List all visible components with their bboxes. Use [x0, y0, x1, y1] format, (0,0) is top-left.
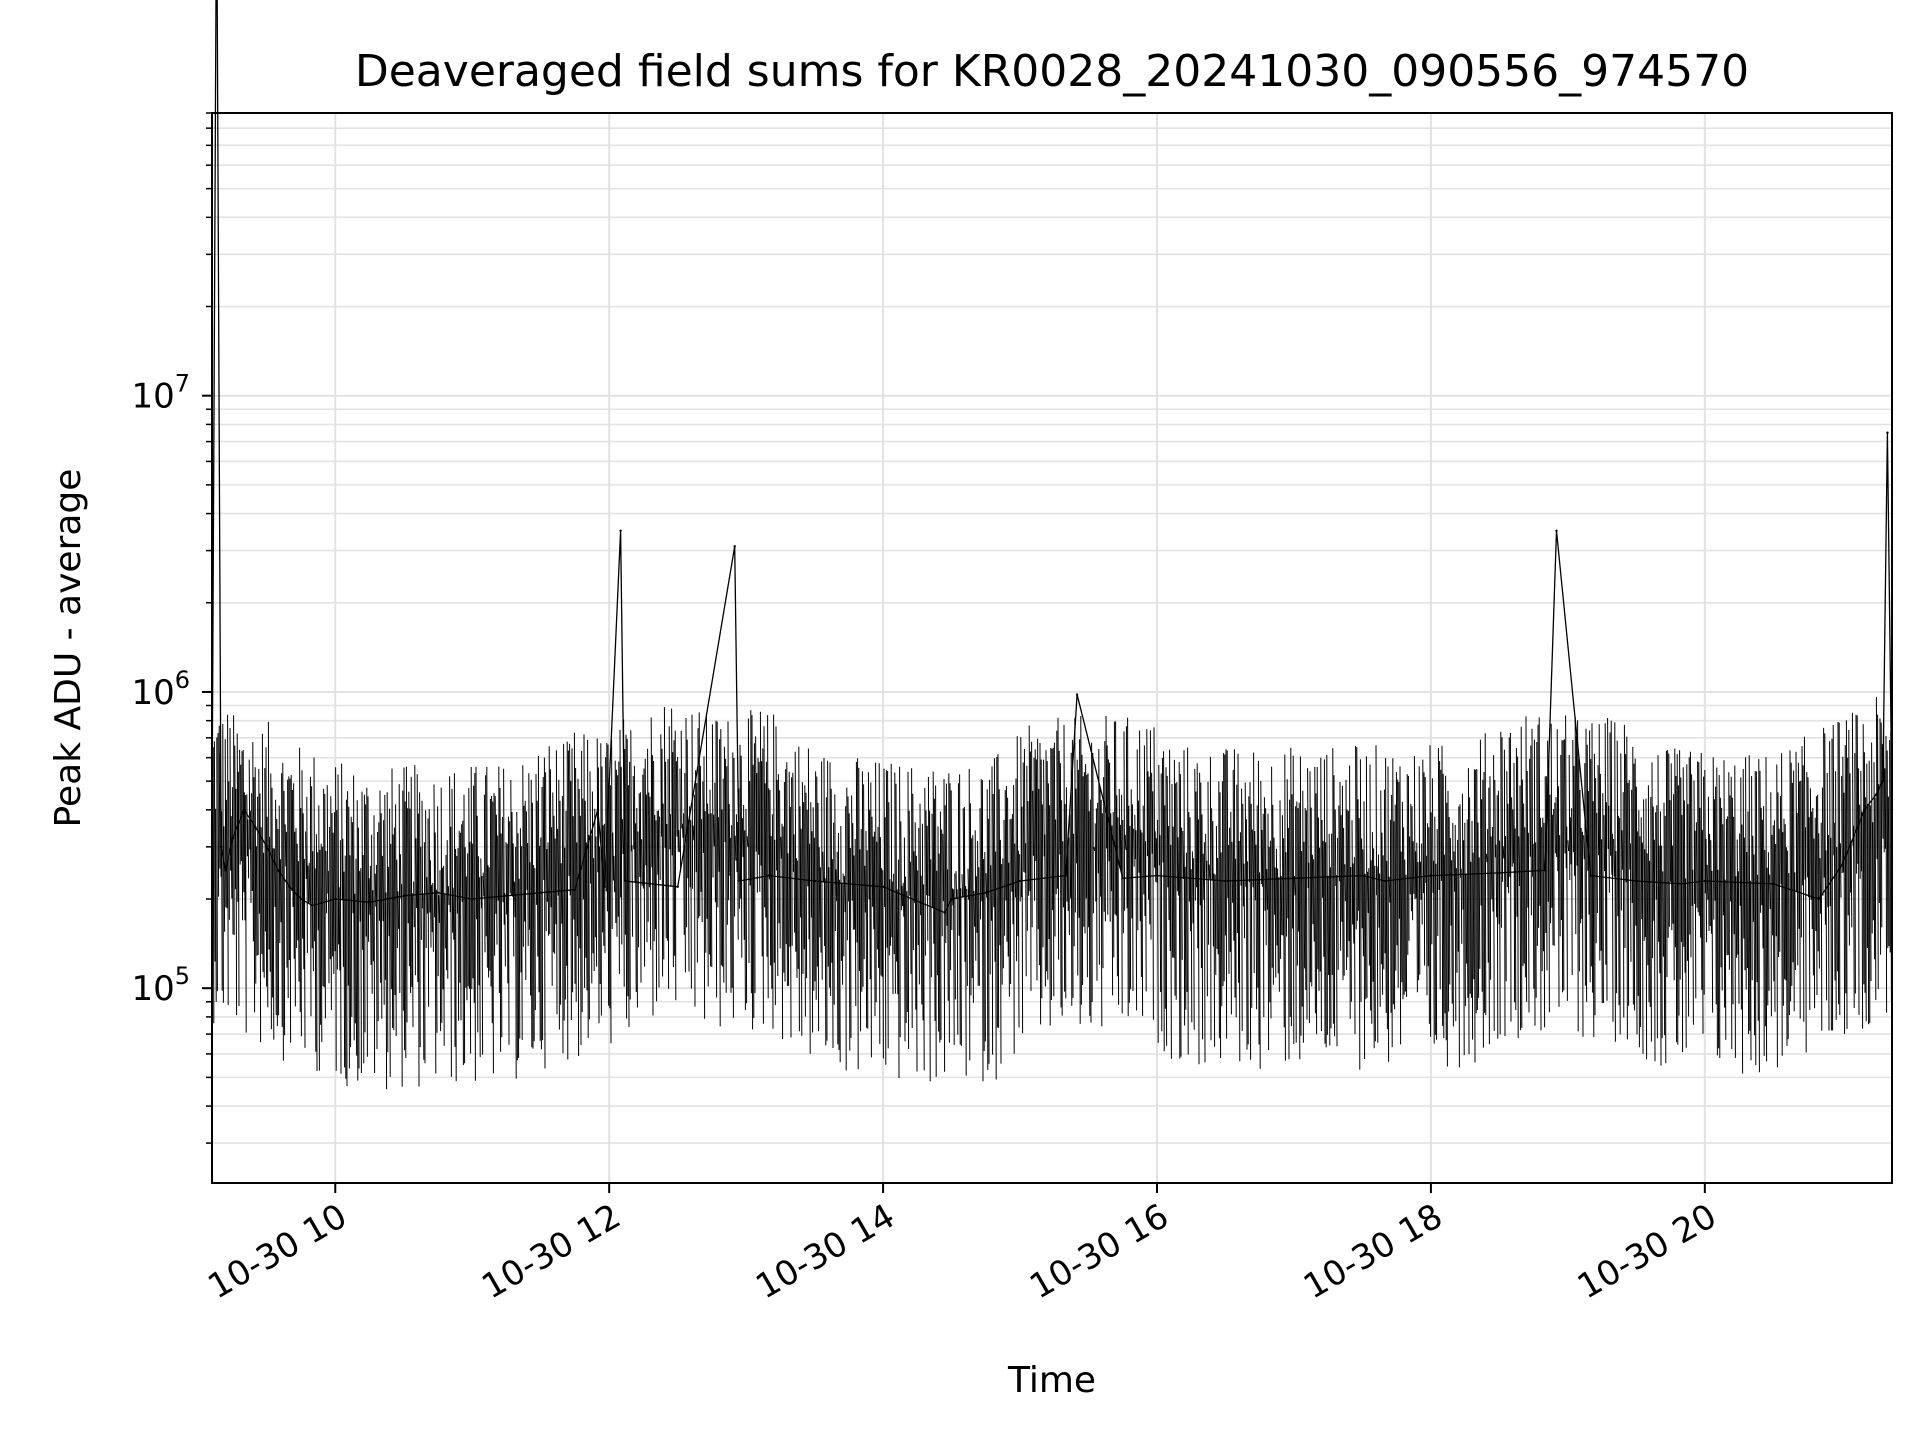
data-point	[619, 529, 622, 532]
data-point	[1018, 879, 1022, 883]
data-point	[1155, 874, 1159, 877]
data-series-line	[211, 0, 1893, 914]
data-point	[402, 894, 405, 898]
data-point	[1817, 897, 1821, 901]
data-point	[254, 825, 257, 829]
data-point	[311, 904, 314, 907]
x-tick-label: 10-30 14	[749, 1196, 901, 1307]
data-point	[1121, 877, 1124, 880]
data-point	[471, 897, 474, 901]
data-point	[231, 837, 234, 840]
data-point	[1874, 793, 1878, 796]
data-point	[738, 879, 741, 883]
data-point	[1498, 871, 1501, 875]
data-point	[943, 911, 946, 914]
x-tick-label: 10-30 12	[475, 1196, 627, 1307]
data-point	[1292, 877, 1296, 880]
data-point	[505, 894, 508, 898]
data-point	[1384, 879, 1387, 883]
data-point	[1589, 874, 1592, 877]
y-tick-label: 106	[131, 666, 190, 713]
data-point	[881, 885, 885, 888]
data-point	[299, 897, 303, 901]
y-axis-label: Peak ADU - average	[48, 469, 89, 828]
data-point	[573, 888, 577, 891]
data-point	[603, 885, 606, 888]
y-tick-label: 107	[131, 370, 190, 417]
data-point	[1429, 874, 1433, 877]
x-tick-label: 10-30 16	[1023, 1196, 1175, 1307]
data-point	[733, 545, 736, 548]
data-point	[436, 891, 440, 894]
data-point	[288, 885, 291, 888]
data-point	[623, 879, 627, 883]
x-tick-label: 10-30 20	[1571, 1196, 1723, 1307]
y-tick-label: 105	[131, 962, 190, 1009]
data-point	[1635, 879, 1638, 883]
plot-frame	[211, 112, 1893, 1184]
data-point	[1224, 879, 1227, 883]
data-point	[1772, 882, 1775, 886]
data-point	[1840, 864, 1843, 867]
x-tick-label: 10-30 18	[1297, 1196, 1449, 1307]
data-point	[1863, 808, 1866, 812]
y-axis-ticks: 105 106 107	[131, 112, 212, 1144]
data-point	[334, 897, 337, 901]
data-point	[1064, 874, 1067, 877]
data-point	[1886, 431, 1889, 434]
x-tick-label: 10-30 10	[201, 1196, 353, 1307]
data-point	[813, 879, 816, 883]
plot-background	[212, 113, 1892, 1183]
data-point	[984, 891, 988, 894]
x-axis-ticks: 10-30 10 10-30 12 10-30 14 10-30 16 10-30 18…	[201, 1183, 1723, 1307]
data-point	[276, 869, 280, 872]
data-point	[1555, 529, 1558, 532]
data-point	[1680, 882, 1684, 886]
x-axis-label: Time	[1007, 1360, 1096, 1401]
data-point	[265, 845, 268, 849]
data-point	[368, 901, 371, 904]
data-point	[1361, 874, 1364, 877]
data-point	[950, 897, 953, 901]
data-point	[676, 885, 679, 888]
data-point	[767, 874, 771, 877]
data-point	[1703, 879, 1707, 883]
data-point	[539, 891, 542, 894]
data-point	[224, 869, 227, 872]
data-point	[1075, 693, 1079, 696]
data-point	[242, 808, 246, 812]
data-point	[1881, 779, 1885, 783]
data-point	[219, 845, 223, 849]
data-point	[1543, 869, 1547, 872]
chart-title: Deaveraged field sums for KR0028_2024103…	[355, 46, 1749, 97]
data-point	[596, 808, 599, 812]
